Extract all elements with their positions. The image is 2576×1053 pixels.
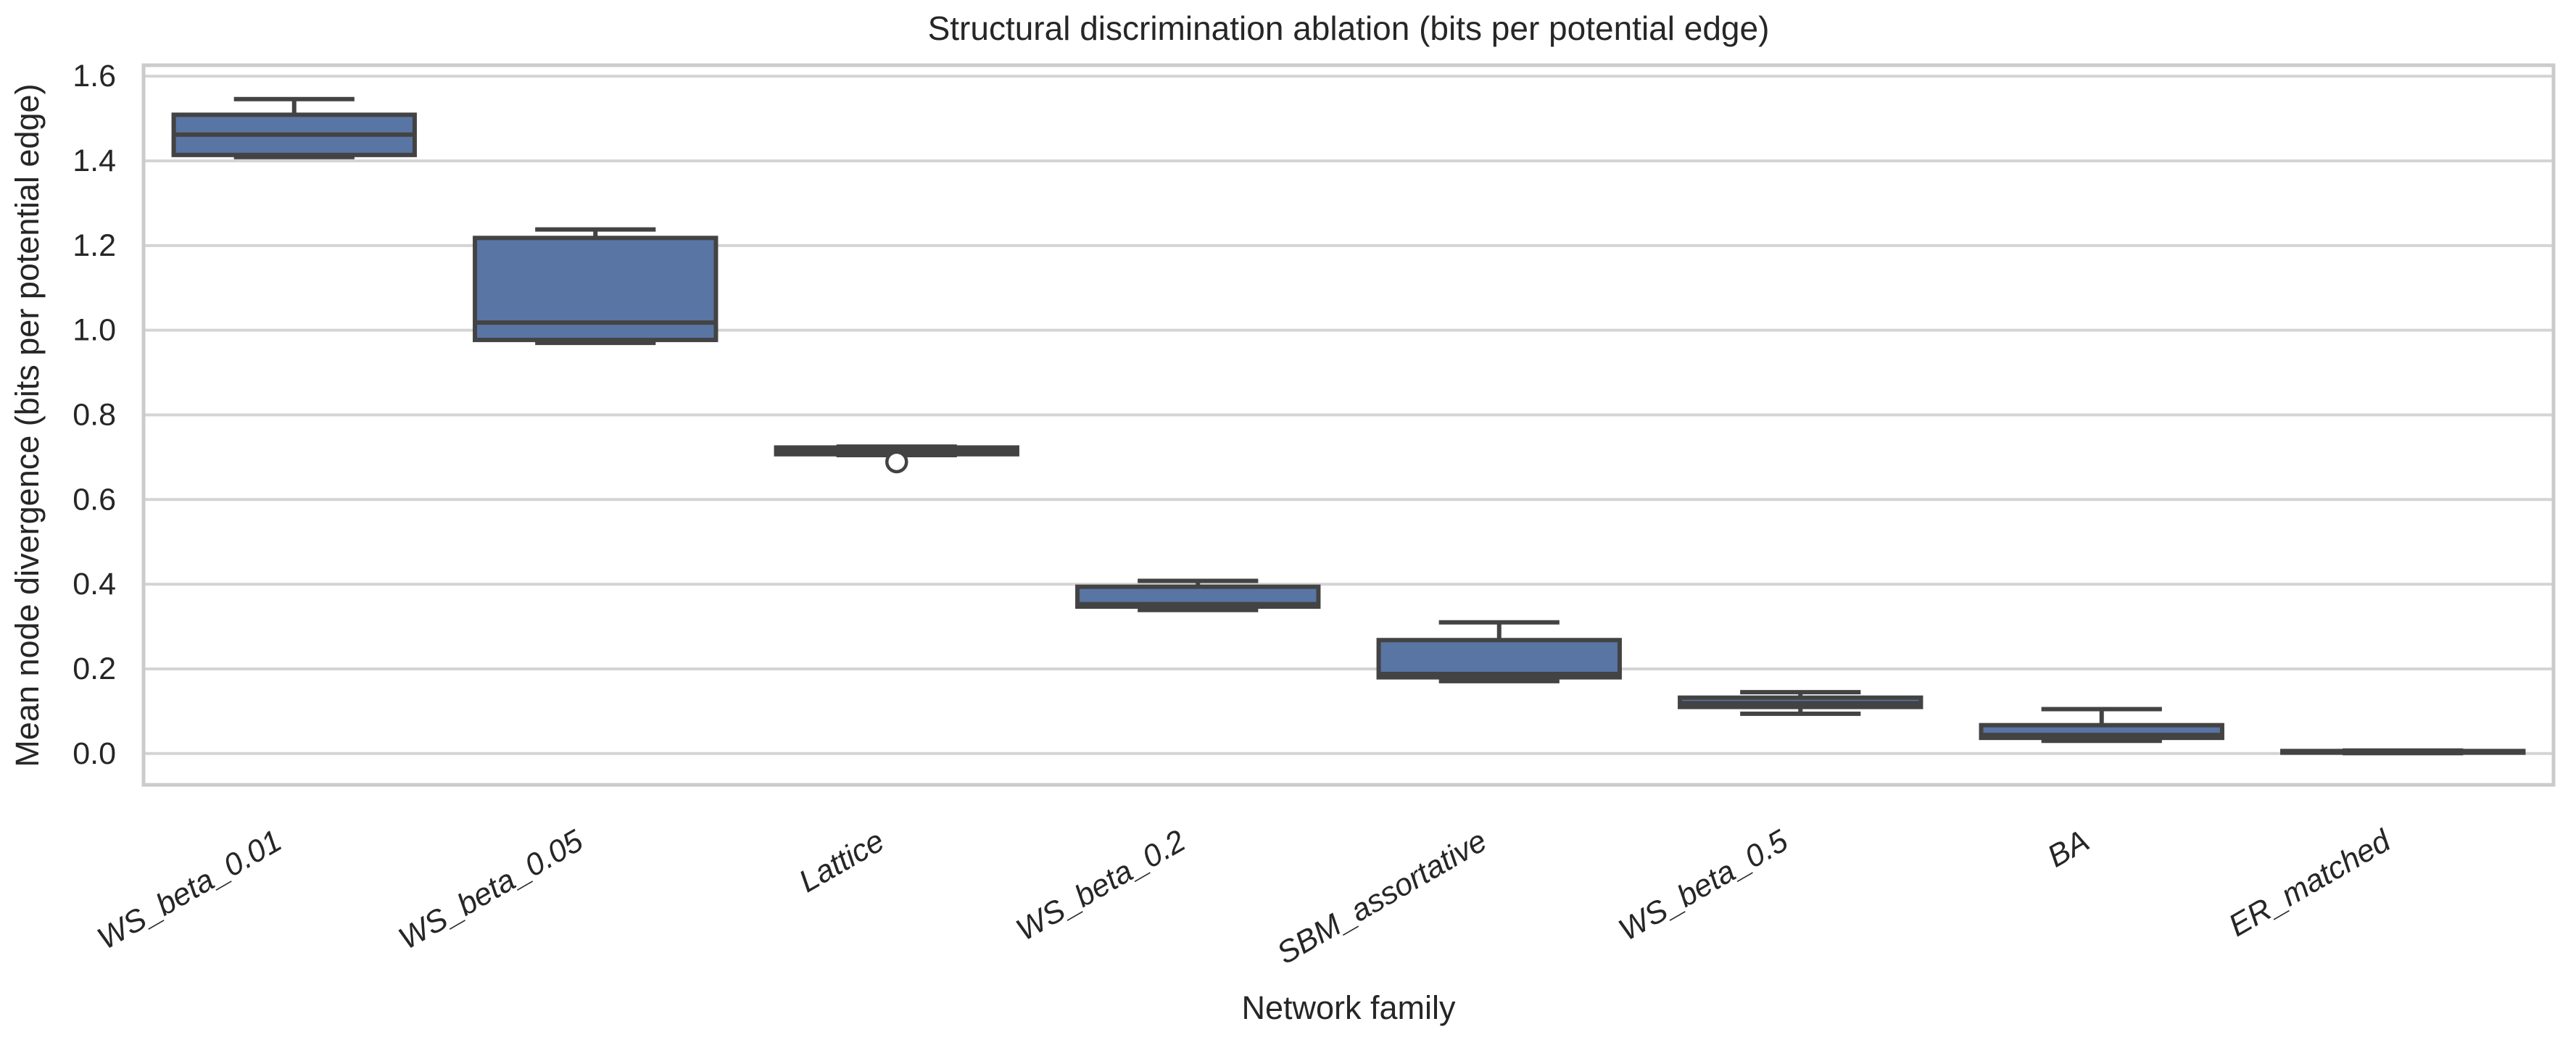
- y-tick-label-1.0: 1.0: [73, 313, 116, 348]
- y-tick-label-0.8: 0.8: [73, 397, 116, 432]
- x-tick-label-SBM_assortative: SBM_assortative: [1271, 823, 1492, 971]
- x-tick-label-ER_matched: ER_matched: [2223, 823, 2398, 944]
- y-tick-label-1.4: 1.4: [73, 143, 116, 178]
- plot-frame: [141, 63, 2556, 787]
- y-tick-label-0.6: 0.6: [73, 482, 116, 517]
- x-tick-label-WS_beta_0.5: WS_beta_0.5: [1613, 823, 1795, 948]
- x-tick-label-BA: BA: [2042, 823, 2095, 874]
- y-tick-label-1.2: 1.2: [73, 228, 116, 263]
- y-tick-label-1.6: 1.6: [73, 59, 116, 93]
- y-tick-label-0.4: 0.4: [73, 567, 116, 602]
- chart-title: Structural discrimination ablation (bits…: [927, 9, 1770, 47]
- x-tick-label-WS_beta_0.05: WS_beta_0.05: [393, 823, 589, 957]
- x-axis-label: Network family: [1241, 989, 1456, 1026]
- y-tick-label-0.0: 0.0: [73, 736, 116, 771]
- y-tick-label-0.2: 0.2: [73, 652, 116, 686]
- outlier-Lattice-0: [885, 450, 908, 474]
- box-SBM_assortative: [1376, 638, 1622, 680]
- x-tick-label-WS_beta_0.2: WS_beta_0.2: [1011, 823, 1192, 948]
- x-tick-label-Lattice: Lattice: [793, 823, 890, 899]
- x-tick-label-WS_beta_0.01: WS_beta_0.01: [91, 823, 287, 957]
